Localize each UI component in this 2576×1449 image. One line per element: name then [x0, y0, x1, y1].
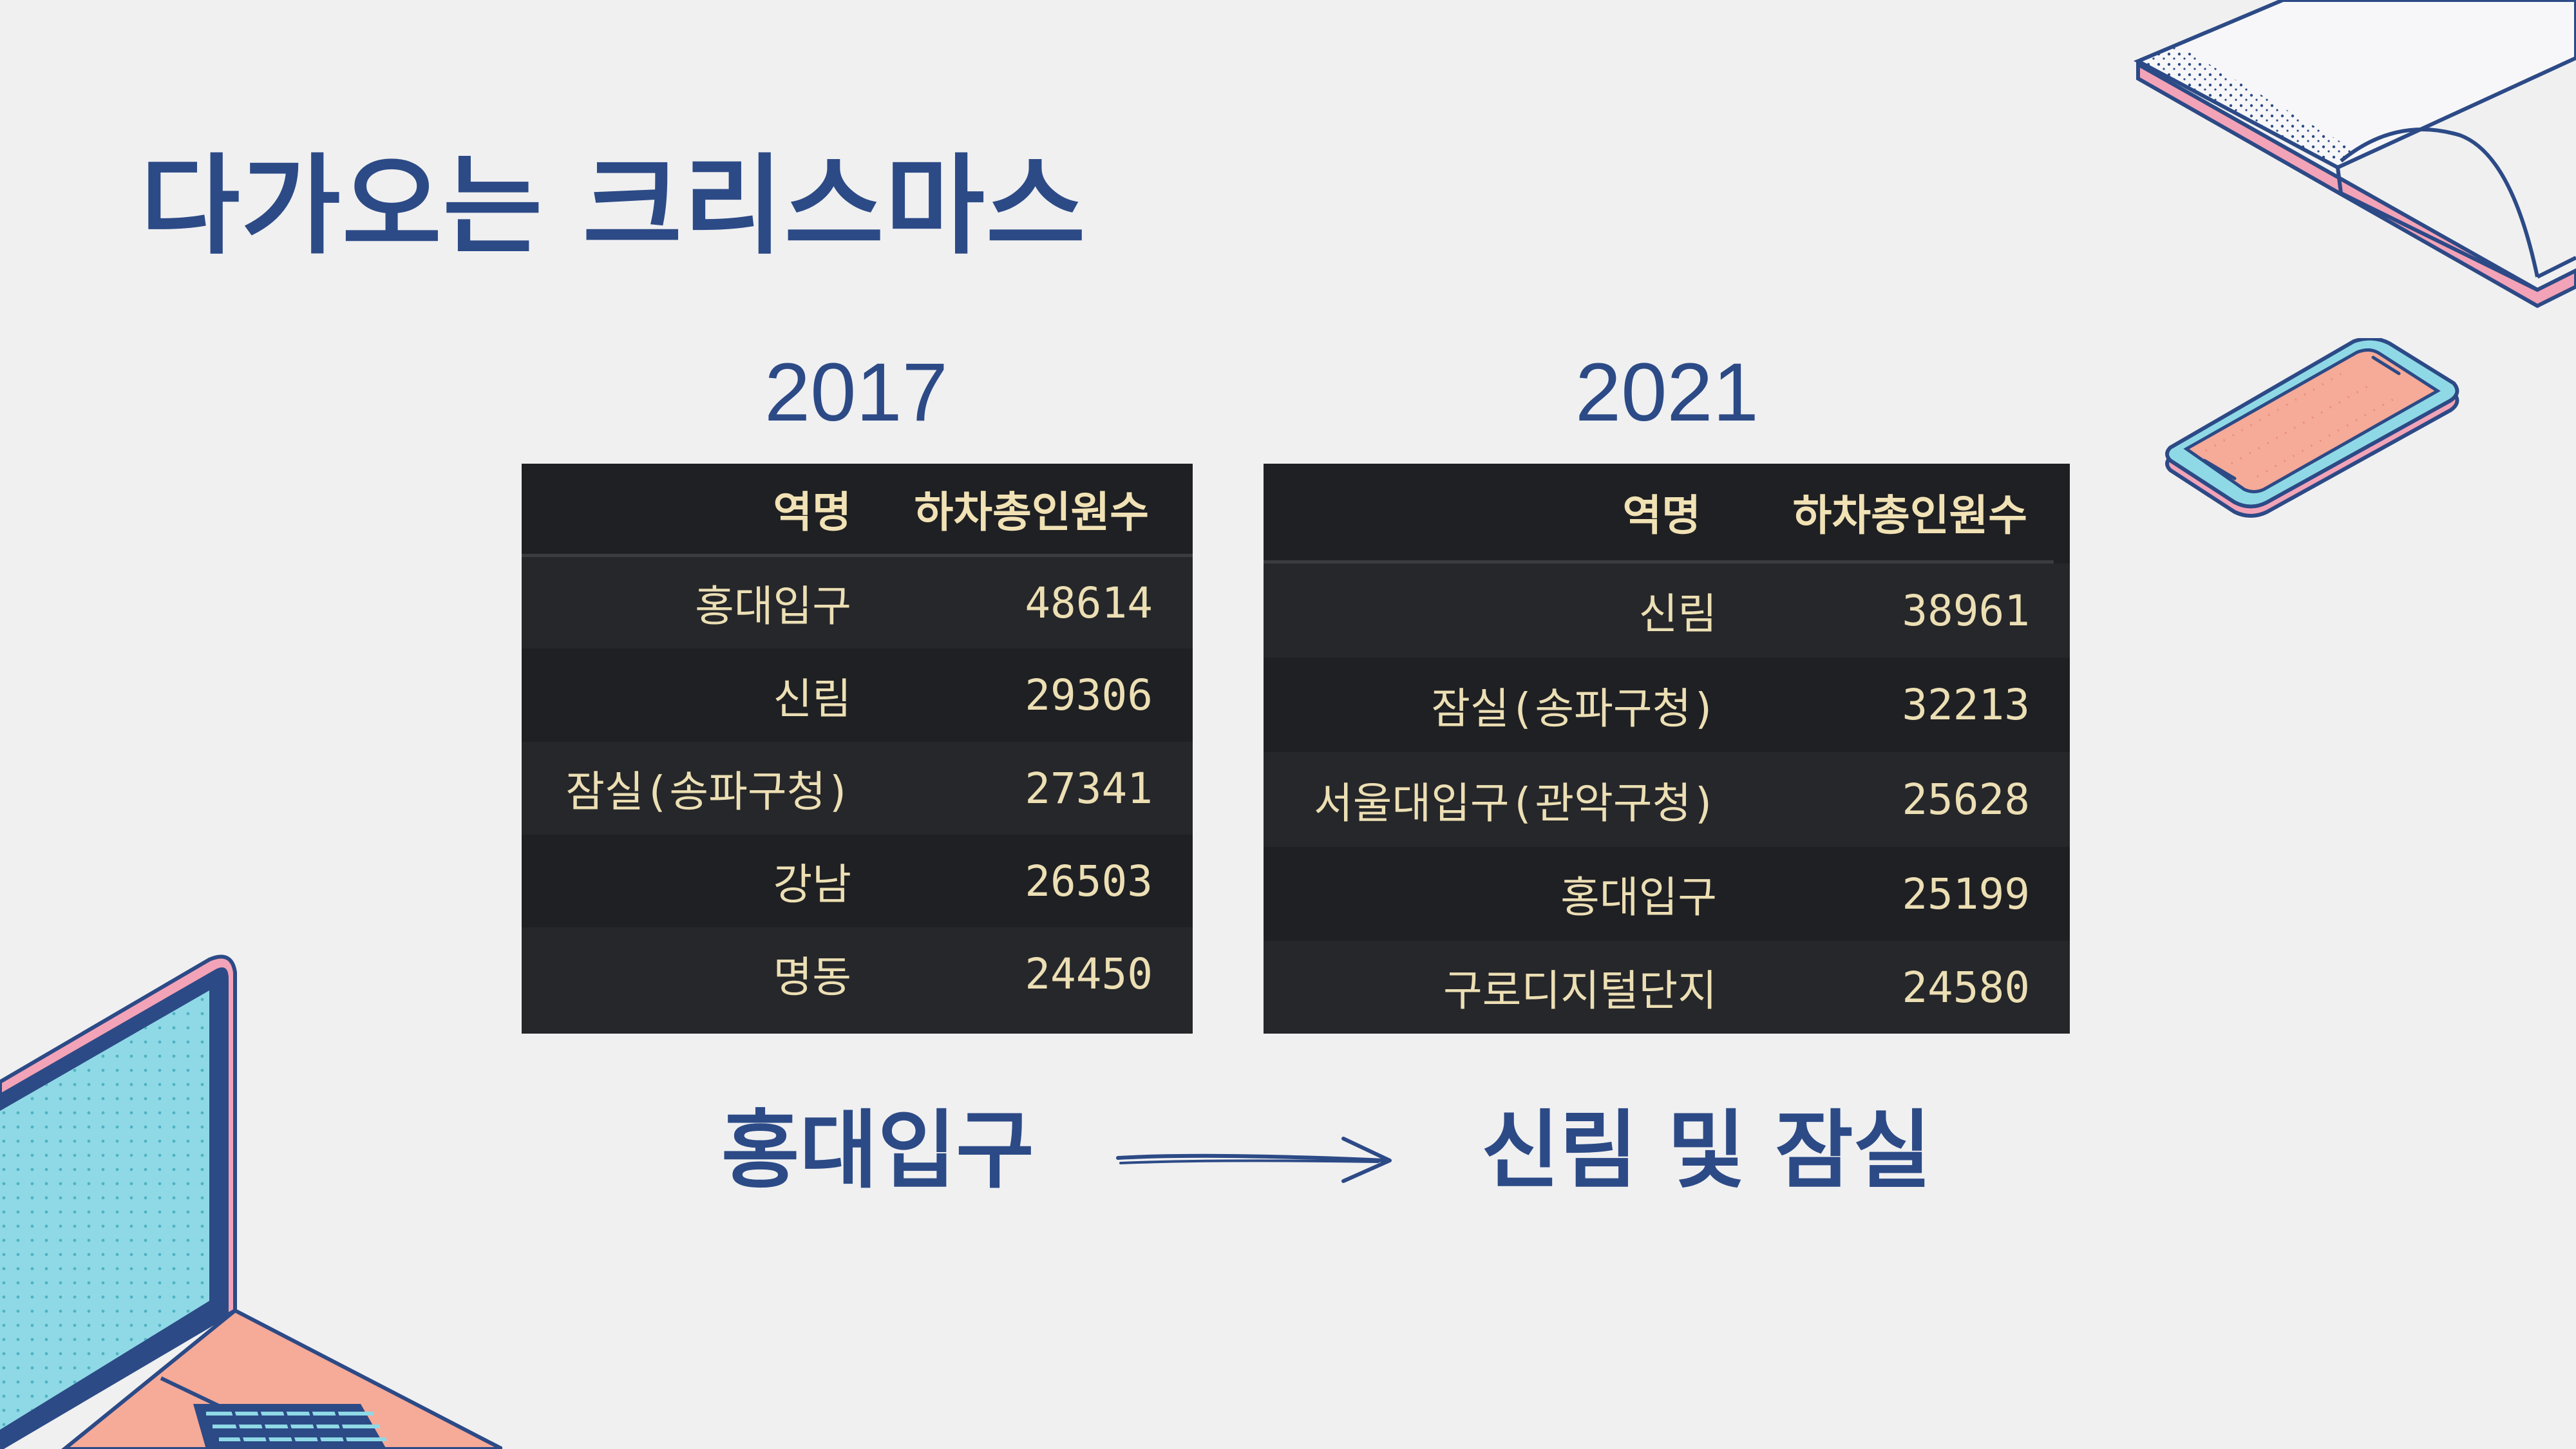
table-row: 서울대입구(관악구청) 25628 [1264, 752, 2070, 847]
station-cell: 강남 [773, 860, 851, 909]
header-station: 역명 [1622, 491, 1701, 540]
count-cell: 25628 [1902, 775, 2030, 824]
station-cell: 홍대입구 [695, 582, 851, 631]
table-row: 구로디지털단지 24580 [1264, 941, 2070, 1034]
open-book-icon [2134, 0, 2576, 308]
table-header: 역명 하차총인원수 [1264, 464, 2054, 564]
laptop-icon [0, 954, 502, 1449]
station-cell: 홍대입구 [1560, 873, 1717, 922]
slide-title: 다가오는 크리스마스 [140, 143, 1087, 269]
station-cell: 잠실(송파구청) [565, 767, 851, 817]
table-2021: 역명 하차총인원수 신림 38961 잠실(송파구청) 32213 서울대입구(… [1264, 464, 2070, 1034]
table-row: 홍대입구 25199 [1264, 847, 2070, 941]
year-label-2017: 2017 [764, 346, 948, 439]
header-alighting-count: 하차총인원수 [914, 488, 1149, 537]
table-row: 신림 29306 [522, 649, 1193, 742]
table-row: 명동 24450 [522, 927, 1193, 1034]
transition-to: 신림 및 잠실 [1481, 1101, 1932, 1200]
transition-from: 홍대입구 [721, 1101, 1034, 1200]
count-cell: 24580 [1902, 962, 2030, 1012]
table-row: 홍대입구 48614 [522, 557, 1193, 649]
header-station: 역명 [773, 488, 851, 537]
table-row: 잠실(송파구청) 32213 [1264, 658, 2070, 752]
station-cell: 신림 [1638, 589, 1717, 639]
station-cell: 구로디지털단지 [1443, 966, 1717, 1016]
count-cell: 26503 [1025, 856, 1153, 906]
count-cell: 27341 [1025, 763, 1153, 813]
table-header: 역명 하차총인원수 [522, 464, 1193, 557]
year-label-2021: 2021 [1575, 346, 1759, 439]
right-arrow-icon [1116, 1137, 1392, 1183]
table-row: 강남 26503 [522, 835, 1193, 927]
header-alighting-count: 하차총인원수 [1792, 491, 2027, 540]
count-cell: 24450 [1025, 949, 1153, 999]
station-cell: 신림 [773, 674, 851, 724]
count-cell: 32213 [1902, 680, 2030, 730]
table-2017: 역명 하차총인원수 홍대입구 48614 신림 29306 잠실(송파구청) 2… [522, 464, 1193, 1034]
count-cell: 29306 [1025, 670, 1153, 720]
count-cell: 48614 [1025, 578, 1153, 628]
table-row: 신림 38961 [1264, 564, 2070, 658]
count-cell: 38961 [1902, 585, 2030, 636]
station-cell: 서울대입구(관악구청) [1314, 778, 1717, 828]
count-cell: 25199 [1902, 869, 2030, 919]
station-cell: 명동 [773, 952, 851, 1002]
smartphone-icon [2165, 338, 2459, 518]
table-row: 잠실(송파구청) 27341 [522, 742, 1193, 835]
station-cell: 잠실(송파구청) [1431, 683, 1717, 734]
